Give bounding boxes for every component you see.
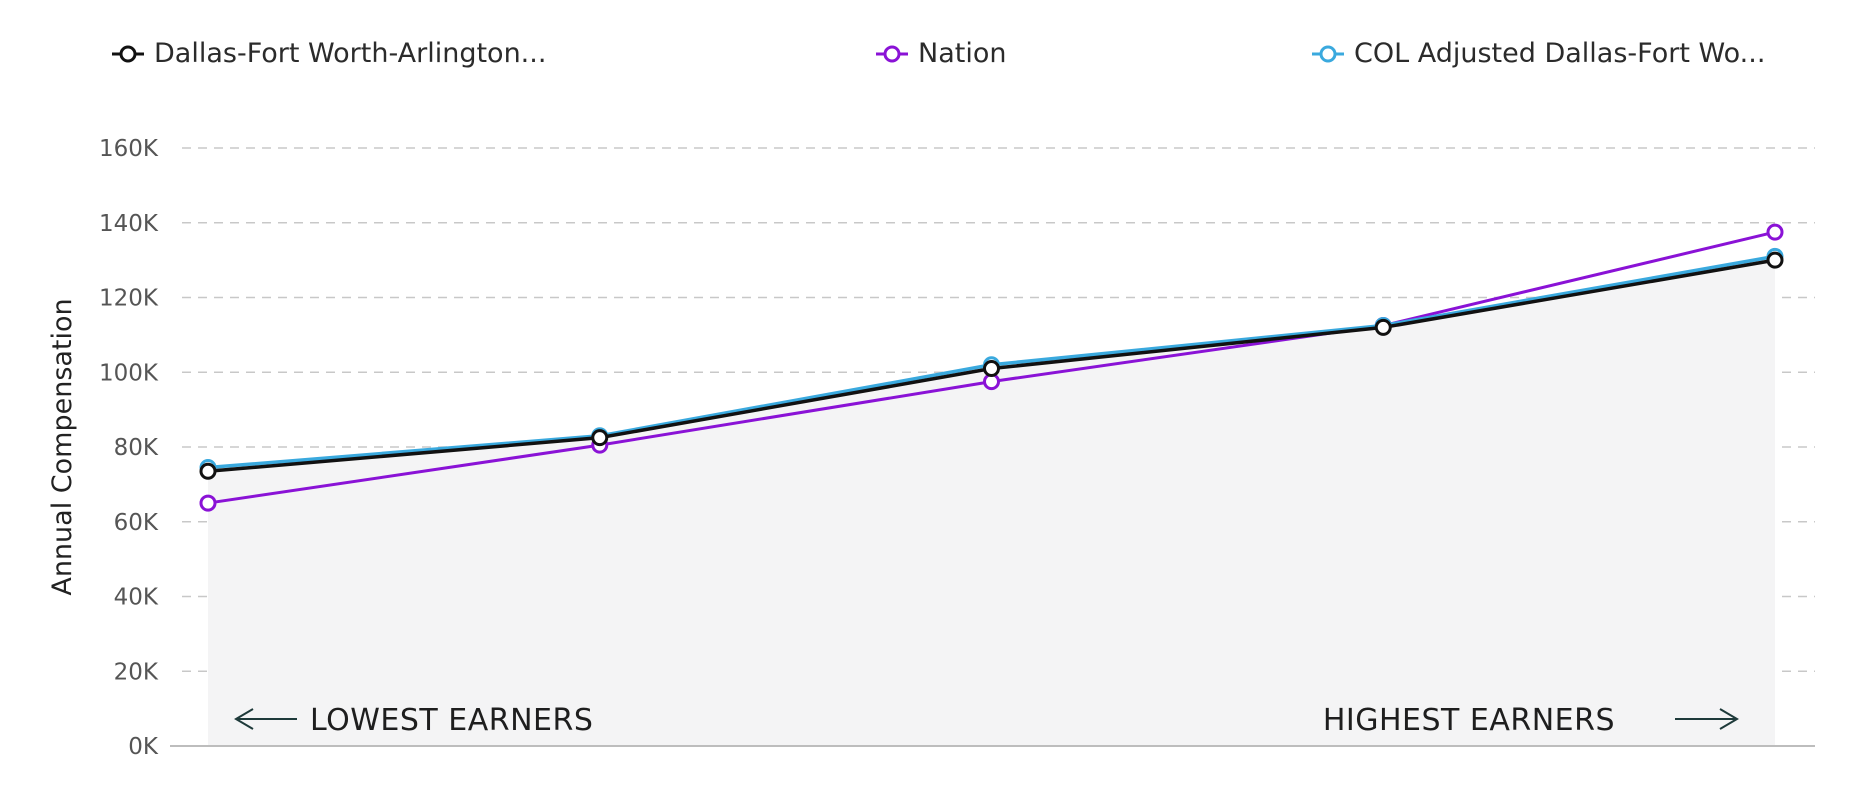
- series-dallas: [199, 251, 1784, 480]
- data-point-dallas[interactable]: [591, 429, 609, 447]
- y-tick-label: 0K: [128, 734, 159, 760]
- y-axis-title: Annual Compensation: [47, 298, 78, 595]
- data-point-dallas[interactable]: [1766, 251, 1784, 269]
- y-tick-label: 20K: [114, 659, 159, 685]
- legend-label: Nation: [918, 38, 1007, 69]
- y-tick-label: 140K: [99, 211, 159, 237]
- legend-item-dallas[interactable]: Dallas-Fort Worth-Arlington...: [112, 38, 546, 69]
- y-tick-label: 40K: [114, 585, 159, 611]
- y-tick-label: 80K: [114, 435, 159, 461]
- y-tick-label: 160K: [99, 136, 159, 162]
- y-axis-ticks: 0K 20K 40K 60K 80K 100K 120K 140K 160K: [99, 136, 159, 760]
- legend-label: Dallas-Fort Worth-Arlington...: [154, 38, 547, 69]
- arrow-right-icon: [1675, 708, 1739, 730]
- legend-item-nation[interactable]: Nation: [876, 38, 1006, 69]
- legend-marker-icon: [876, 45, 908, 62]
- legend-marker-icon: [112, 45, 144, 62]
- data-point-nation[interactable]: [199, 494, 217, 512]
- legend-item-col-adjusted[interactable]: COL Adjusted Dallas-Fort Wo...: [1312, 38, 1765, 69]
- arrow-left-icon: [234, 708, 297, 730]
- highest-earners-label: HIGHEST EARNERS: [1323, 703, 1615, 738]
- lowest-earners-label: LOWEST EARNERS: [310, 703, 593, 738]
- data-point-dallas[interactable]: [983, 360, 1000, 378]
- y-tick-label: 100K: [99, 360, 159, 386]
- area-fill: [208, 260, 1775, 746]
- legend-label: COL Adjusted Dallas-Fort Wo...: [1354, 38, 1766, 69]
- data-point-nation[interactable]: [1766, 223, 1784, 241]
- data-point-dallas[interactable]: [199, 462, 217, 480]
- data-point-dallas[interactable]: [1374, 318, 1392, 336]
- legend-marker-icon: [1312, 45, 1344, 62]
- series-lines: [199, 223, 1784, 512]
- y-tick-label: 60K: [114, 510, 159, 536]
- y-tick-label: 120K: [99, 286, 159, 312]
- lowest-earners-annotation: LOWEST EARNERS: [234, 703, 593, 738]
- highest-earners-annotation: HIGHEST EARNERS: [1323, 703, 1739, 738]
- chart-legend: Dallas-Fort Worth-Arlington... Nation CO…: [0, 38, 1865, 88]
